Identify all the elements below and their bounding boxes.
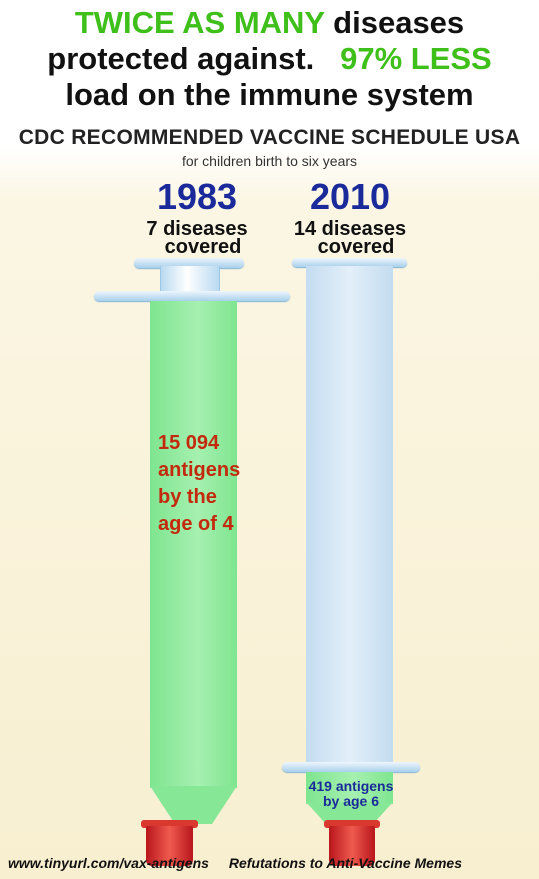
headline-twice-as-many: TWICE AS MANY	[74, 5, 325, 40]
syringe-2010-plunger-flange	[282, 762, 420, 772]
diseases-covered-1983-line1: 7 diseases	[146, 218, 248, 240]
antigens-2010-line2: by age 6	[322, 793, 380, 809]
antigens-1983-label: 15 094 antigens by the age of 4	[158, 430, 240, 538]
diseases-covered-1983-line2: covered	[164, 236, 242, 258]
antigens-1983-line3: by the	[158, 486, 217, 508]
syringe-1983-needle-rim	[141, 820, 198, 828]
antigens-1983-line1: 15 094	[158, 432, 220, 454]
syringe-2010-empty-barrel	[306, 266, 393, 763]
syringe-2010-needle-rim	[324, 820, 380, 828]
syringe-2010-needle-hub	[329, 826, 375, 866]
headline-protected-against: protected against.	[47, 41, 315, 76]
headline-97-less: 97% LESS	[340, 41, 492, 76]
syringe-2010-barrel-flange	[292, 258, 407, 267]
schedule-title: CDC RECOMMENDED VACCINE SCHEDULE USA	[18, 126, 521, 149]
antigens-1983-line2: antigens	[158, 459, 241, 481]
footer-url: www.tinyurl.com/vax-antigens	[8, 855, 209, 871]
syringe-1983-plunger-rod	[160, 266, 220, 292]
headline-line-1: TWICE AS MANY diseases	[0, 6, 539, 40]
antigens-2010-line1: 419 antigens	[308, 778, 394, 794]
syringe-1983-barrel-flange	[94, 291, 290, 301]
syringe-1983-funnel	[150, 786, 237, 824]
headline-line-2: protected against. 97% LESS	[0, 42, 539, 76]
syringe-1983-plunger-flange	[134, 258, 244, 268]
year-1983: 1983	[156, 176, 238, 217]
antigens-1983-line4: age of 4	[158, 513, 234, 535]
schedule-subtitle: for children birth to six years	[181, 153, 358, 169]
antigens-2010-label: 419 antigens by age 6	[296, 779, 406, 809]
footer-credit: Refutations to Anti-Vaccine Memes	[228, 855, 462, 871]
syringe-2010-funnel	[306, 802, 393, 824]
syringe-1983-needle-hub	[146, 826, 193, 866]
syringe-1983-fill	[150, 301, 237, 788]
year-2010: 2010	[309, 176, 391, 217]
diseases-covered-2010-line2: covered	[317, 236, 395, 258]
headline-diseases: diseases	[333, 5, 465, 40]
footer: www.tinyurl.com/vax-antigens Refutations…	[8, 855, 533, 871]
syringe-2010-fill	[306, 772, 393, 804]
headline-line-3: load on the immune system	[65, 77, 474, 112]
diseases-covered-2010-line1: 14 diseases	[293, 218, 407, 240]
